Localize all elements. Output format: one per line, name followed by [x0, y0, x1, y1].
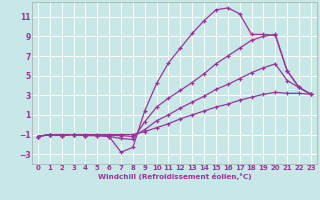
X-axis label: Windchill (Refroidissement éolien,°C): Windchill (Refroidissement éolien,°C) [98, 173, 251, 180]
